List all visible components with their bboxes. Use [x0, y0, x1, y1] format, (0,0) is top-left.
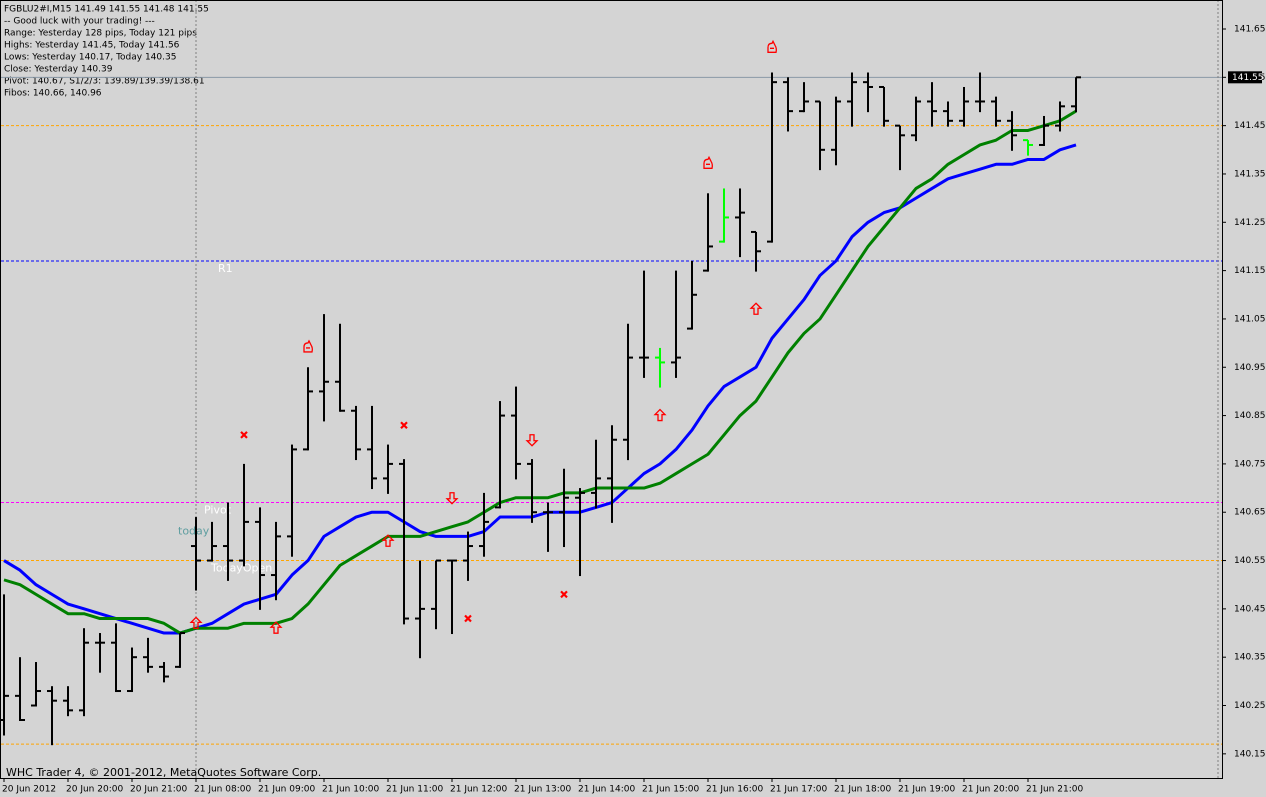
annotation: today: [178, 525, 210, 538]
x-tick-label: 21 Jun 11:00: [386, 785, 443, 795]
level-label: R1: [218, 262, 233, 275]
y-tick-label: 140.75: [1234, 459, 1266, 469]
x-tick-label: 21 Jun 19:00: [898, 785, 955, 795]
signal-arrow: [189, 616, 203, 630]
price-box: [1228, 71, 1262, 84]
x-tick-label: 21 Jun 15:00: [642, 785, 699, 795]
y-tick-label: 140.25: [1234, 701, 1266, 711]
chart-title: FGBLU2#I,M15 141.49 141.55 141.48 141.55: [4, 5, 209, 15]
info-line: Pivot: 140.67, S1/2/3: 139.89/139.39/138…: [4, 77, 205, 87]
x-tick-label: 21 Jun 16:00: [706, 785, 763, 795]
signal-cross: [400, 421, 408, 430]
signal-cross: [464, 614, 472, 623]
copyright: WHC Trader 4, © 2001-2012, MetaQuotes So…: [6, 766, 321, 779]
signal-arrow: [269, 621, 283, 634]
signal-arrow: [653, 408, 667, 422]
signal-hand: [703, 155, 713, 169]
info-line: Highs: Yesterday 141.45, Today 141.56: [4, 41, 180, 51]
x-tick-label: 21 Jun 21:00: [1026, 785, 1083, 795]
y-tick-label: 140.45: [1234, 604, 1266, 614]
y-tick-label: 140.55: [1234, 556, 1266, 566]
signal-hand: [303, 339, 313, 353]
info-line: Close: Yesterday 140.39: [4, 65, 113, 75]
x-tick-label: 21 Jun 18:00: [834, 785, 891, 795]
x-tick-label: 21 Jun 09:00: [258, 785, 315, 795]
over-layer: 141.65 141.55 141.45 141.35 141.25 141.15 141.…: [0, 24, 1266, 795]
x-tick-label: 21 Jun 10:00: [322, 785, 379, 795]
info-line: Fibos: 140.66, 140.96: [4, 89, 102, 99]
signal-cross: [240, 431, 248, 439]
x-tick-label: 20 Jun 20:00: [66, 785, 123, 795]
y-tick-label: 141.15: [1234, 266, 1266, 276]
x-tick-label: 21 Jun 17:00: [770, 785, 827, 795]
y-tick-label: 141.45: [1234, 121, 1266, 131]
x-tick-label: 20 Jun 21:00: [130, 785, 187, 795]
level-label: TodayOpen: [210, 562, 272, 575]
signal-arrow: [749, 302, 763, 315]
x-tick-label: 21 Jun 12:00: [450, 785, 507, 795]
y-tick-label: 141.35: [1234, 169, 1266, 179]
x-tick-label: 21 Jun 08:00: [194, 785, 251, 795]
signal-arrow: [381, 534, 395, 547]
plot-border: [0, 0, 1223, 779]
x-tick-label: 20 Jun 2012: [2, 785, 56, 795]
info-line: Lows: Yesterday 140.17, Today 140.35: [4, 53, 176, 63]
x-tick-label: 21 Jun 14:00: [578, 785, 635, 795]
y-tick-label: 141.25: [1234, 218, 1266, 228]
y-tick-label: 140.95: [1234, 363, 1266, 373]
signal-cross: [560, 590, 568, 599]
info-line: Range: Yesterday 128 pips, Today 121 pip…: [4, 29, 197, 39]
y-tick-label: 140.15: [1234, 749, 1266, 759]
y-tick-label: 140.35: [1234, 653, 1266, 663]
y-tick-label: 141.05: [1234, 314, 1266, 324]
price-box-label: 141.55: [1232, 73, 1264, 83]
y-tick-label: 140.65: [1234, 508, 1266, 518]
y-tick-label: 141.65: [1234, 24, 1266, 34]
x-tick-label: 21 Jun 20:00: [962, 785, 1019, 795]
signal-arrow: [525, 434, 539, 447]
y-tick-label: 140.85: [1234, 411, 1266, 421]
info-line: -- Good luck with your trading! ---: [4, 17, 155, 27]
signal-arrow: [445, 492, 459, 505]
x-tick-label: 21 Jun 13:00: [514, 785, 571, 795]
signal-hand: [767, 39, 777, 53]
under-layer: -- Good luck with your trading! --- Range…: [1, 17, 1222, 745]
level-label: Pivot: [204, 504, 232, 517]
